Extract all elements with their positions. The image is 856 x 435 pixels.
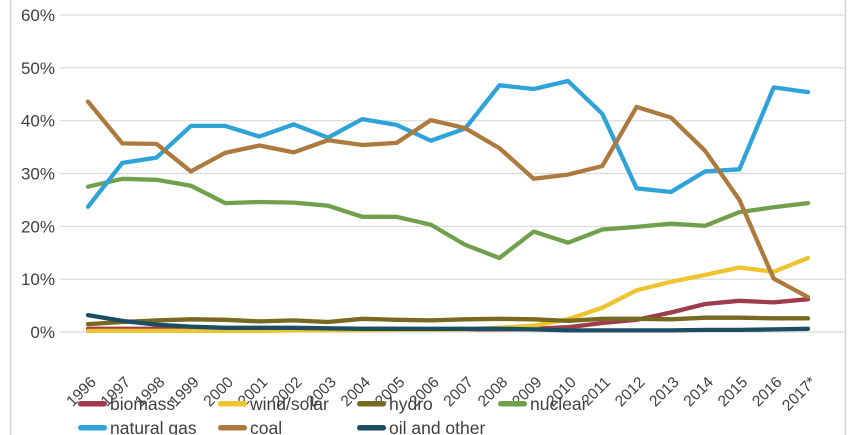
series-lines — [85, 78, 811, 334]
series-line-nuclear — [85, 176, 811, 261]
legend-swatch-hydro-icon — [357, 401, 386, 407]
legend-label-biomass: biomass — [110, 394, 175, 414]
x-tick-label-2013: 2013 — [646, 374, 682, 410]
legend-label-natural-gas: natural gas — [110, 418, 197, 435]
series-line-hydro — [85, 315, 811, 327]
x-tick-label-2014: 2014 — [681, 374, 718, 411]
legend-label-wind-solar: wind/solar — [249, 394, 329, 414]
y-tick-label: 10% — [21, 270, 55, 289]
x-tick-label-2012: 2012 — [612, 374, 648, 410]
y-tick-label: 40% — [21, 112, 55, 131]
y-tick-label: 0% — [30, 323, 55, 342]
legend-swatch-wind-solar-icon — [218, 401, 247, 407]
legend-item-nuclear: nuclear — [498, 394, 588, 414]
x-tick-label-2017: 2017* — [779, 374, 820, 415]
y-tick-label: 20% — [21, 217, 55, 236]
legend-item-hydro: hydro — [357, 394, 433, 414]
legend-label-oil-and-other: oil and other — [389, 418, 485, 435]
chart-legend: biomass wind/solar hydro nuclear natural gas… — [78, 394, 588, 435]
gridlines — [60, 14, 845, 333]
series-line-coal — [85, 99, 811, 300]
y-tick-label: 60% — [21, 6, 55, 25]
y-tick-label: 50% — [21, 59, 55, 78]
legend-label-nuclear: nuclear — [530, 394, 588, 414]
legend-item-coal: coal — [218, 418, 282, 435]
y-axis-tick-labels: 0% 10% 20% 30% 40% 50% 60% — [21, 6, 55, 342]
legend-swatch-nuclear-icon — [498, 401, 527, 407]
page-borders — [9, 0, 847, 435]
legend-swatch-oil-and-other-icon — [357, 425, 386, 431]
series-line-natural-gas — [85, 78, 811, 209]
legend-item-wind-solar: wind/solar — [218, 394, 329, 414]
legend-label-coal: coal — [250, 418, 282, 435]
y-tick-label: 30% — [21, 165, 55, 184]
x-tick-label-2007: 2007 — [441, 374, 477, 410]
legend-swatch-coal-icon — [218, 425, 247, 431]
series-line-oil-and-other — [85, 312, 811, 333]
legend-item-oil-and-other: oil and other — [357, 418, 485, 435]
x-axis-tick-labels: 1996199719981999200020012002200320042005… — [63, 374, 819, 415]
legend-swatch-biomass-icon — [78, 401, 107, 407]
legend-label-hydro: hydro — [389, 394, 433, 414]
legend-swatch-natural-gas-icon — [78, 425, 107, 431]
legend-item-natural-gas: natural gas — [78, 418, 197, 435]
legend-item-biomass: biomass — [78, 394, 175, 414]
x-tick-label-2015: 2015 — [715, 374, 751, 410]
